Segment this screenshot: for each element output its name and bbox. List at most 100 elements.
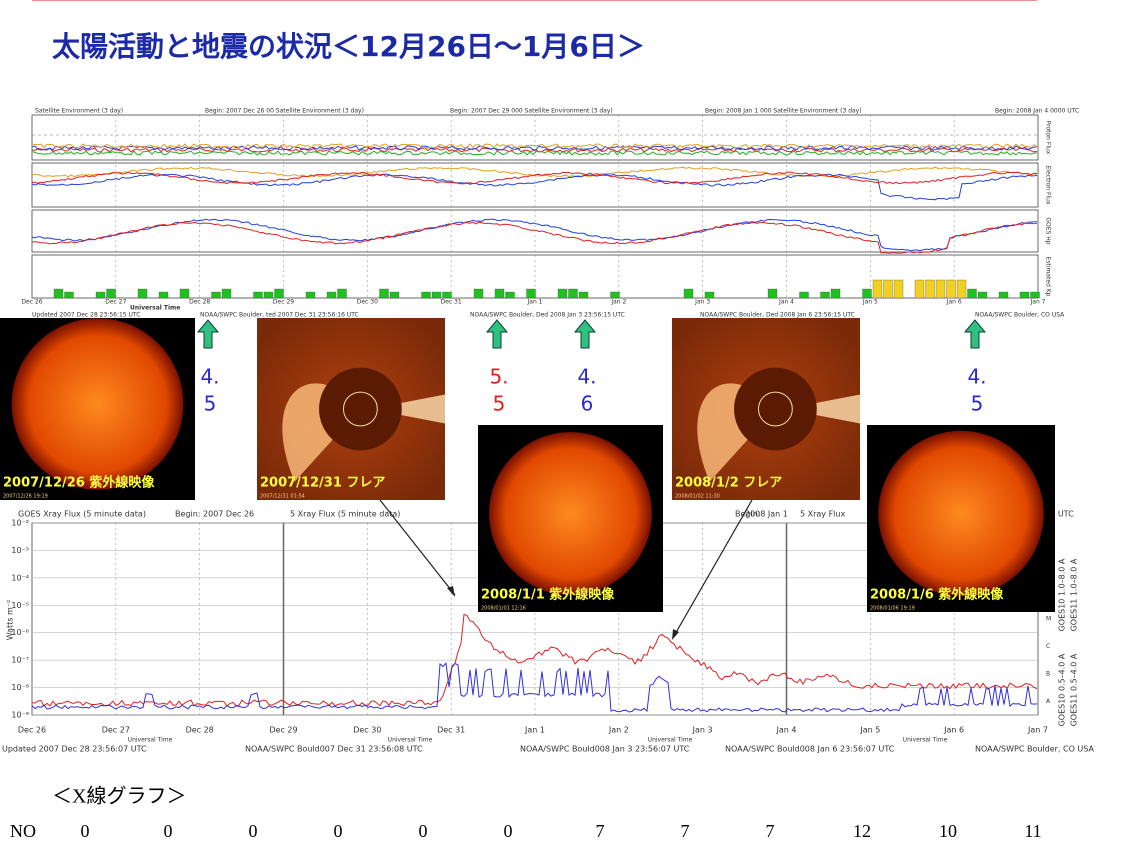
- kp-bar: [799, 291, 809, 299]
- kp-bar: [95, 291, 106, 299]
- day-label: Dec 30: [353, 726, 381, 735]
- strip-label: Estimated Kp: [1045, 257, 1052, 297]
- xray-trace: [31, 613, 1038, 707]
- day-label: Dec 29: [273, 299, 294, 306]
- occulter: [319, 367, 402, 451]
- kp-bar: [158, 291, 169, 299]
- y-tick-label: 10⁻³: [11, 546, 29, 555]
- count: 7: [681, 821, 690, 841]
- xray-caption: ＜X線グラフ＞: [52, 785, 186, 808]
- axis-label: Universal Time: [128, 737, 173, 744]
- y-tick-label: 10⁻²: [11, 519, 29, 528]
- panel-footer: Updated 2007 Dec 28 23:56:07 UTC: [2, 745, 147, 754]
- kp-bar: [421, 291, 431, 299]
- kp-bar: [137, 288, 148, 299]
- axis-label: Universal Time: [648, 737, 693, 744]
- magnitude: 5: [204, 392, 217, 416]
- panel-header: Satellite Environment (3 day): [35, 108, 123, 115]
- sun-outline: [757, 391, 793, 427]
- kp-bar: [473, 288, 484, 299]
- legend-entry: GOES11 1.0–8.0 A: [1070, 558, 1079, 631]
- day-label: Dec 28: [186, 726, 214, 735]
- day-label: Jan 7: [1027, 726, 1048, 735]
- magnitude: 5: [493, 392, 506, 416]
- class-label: M: [1046, 616, 1051, 623]
- kp-bar: [326, 291, 337, 299]
- kp-bar: [977, 291, 988, 299]
- kp-bar: [337, 288, 347, 299]
- kp-bar: [683, 288, 694, 299]
- kp-bar: [557, 288, 568, 299]
- kp-bar: [862, 288, 872, 299]
- image-caption: 2008/1/1 紫外線映像: [481, 587, 615, 603]
- image-caption: 2008/1/6 紫外線映像: [870, 587, 1004, 603]
- pointer-head: [447, 586, 455, 597]
- kp-bar: [389, 291, 400, 299]
- kp-bar: [935, 279, 946, 299]
- panel-header: Begin:: [735, 510, 760, 519]
- class-label: C: [1046, 643, 1050, 650]
- panel-header: Begin: 2008 Jan 4 0000 UTC: [995, 108, 1079, 115]
- day-label: Jan 2: [608, 726, 629, 735]
- sun-outline: [342, 391, 378, 427]
- kp-bar: [494, 288, 505, 299]
- streamer: [784, 394, 860, 424]
- panel-footer: NOAA/SWPC Boulder, ted 2007 Dec 31 23:56…: [200, 312, 359, 319]
- image-stamp: 2007/12/26 19:19: [3, 494, 48, 500]
- electron-trace: [31, 171, 1038, 185]
- kp-bar: [872, 279, 883, 299]
- kp-bar: [179, 288, 190, 299]
- arrow: [573, 319, 597, 349]
- day-label: Dec 31: [441, 299, 462, 306]
- strip-label: Electron Flux: [1045, 166, 1052, 205]
- panel-header: 5 Xray Flux (5 minute data): [290, 510, 400, 519]
- kp-bar: [263, 291, 274, 299]
- kp-bar: [1019, 291, 1030, 299]
- count: 7: [766, 821, 775, 841]
- panel-header: Begin: 2007 Dec 29 000 Satellite Environ…: [450, 108, 613, 115]
- kp-bar: [53, 288, 64, 299]
- day-label: Jan 2: [610, 299, 626, 306]
- count: 0: [334, 821, 343, 841]
- day-label: Dec 26: [18, 726, 46, 735]
- kp-bar: [925, 279, 935, 299]
- kp-bar: [431, 291, 442, 299]
- kp-bar: [568, 288, 578, 299]
- kp-bar: [610, 291, 620, 299]
- earthquakes: 4. 5 5. 5 4. 6 4. 5: [196, 319, 987, 416]
- xray-trace: [31, 662, 1038, 713]
- magnitude: 4.: [967, 365, 986, 389]
- kp-bar: [274, 288, 284, 299]
- electron-trace: [31, 173, 1038, 201]
- occulter: [734, 367, 817, 451]
- panel-footer: NOAA/SWPC Bould008 Jan 3 23:56:07 UTC: [520, 745, 690, 754]
- y-tick-label: 10⁻⁶: [11, 628, 29, 637]
- kp-bar: [820, 291, 830, 299]
- panel-header: GOES Xray Flux (5 minute data): [18, 510, 146, 519]
- count: 0: [81, 821, 90, 841]
- kp-bar: [505, 291, 515, 299]
- magnitude: 4.: [577, 365, 596, 389]
- count: 7: [596, 821, 605, 841]
- y-tick-label: 10⁻⁸: [11, 683, 29, 692]
- image-stamp: 2008/01/06 19:19: [870, 606, 915, 612]
- strip-label: Proton Flux: [1045, 121, 1052, 155]
- magnitude: 4.: [200, 365, 219, 389]
- day-label: Jan 4: [778, 299, 794, 306]
- legend-entry: GOES11 0.5–4.0 A: [1070, 653, 1079, 726]
- kp-bar: [526, 288, 536, 299]
- kp-bar: [106, 288, 116, 299]
- panel-footer: NOAA/SWPC Boulder, Ded 2008 Jan 6 23:56:…: [700, 312, 855, 319]
- legend-entry: GOES10 0.5–4.0 A: [1058, 653, 1067, 726]
- kp-bar: [767, 288, 778, 299]
- kp-bar: [967, 288, 977, 299]
- pointer-head: [672, 629, 679, 640]
- arrow: [963, 319, 987, 349]
- hp-trace: [31, 218, 1038, 252]
- magnitude: 5.: [489, 365, 508, 389]
- image-stamp: 2008/01/01 12:16: [481, 606, 526, 612]
- day-label: Dec 30: [357, 299, 378, 306]
- kp-bar: [893, 279, 904, 299]
- image-caption: 2008/1/2 フレア: [675, 476, 782, 491]
- image-caption: 2007/12/26 紫外線映像: [3, 475, 155, 491]
